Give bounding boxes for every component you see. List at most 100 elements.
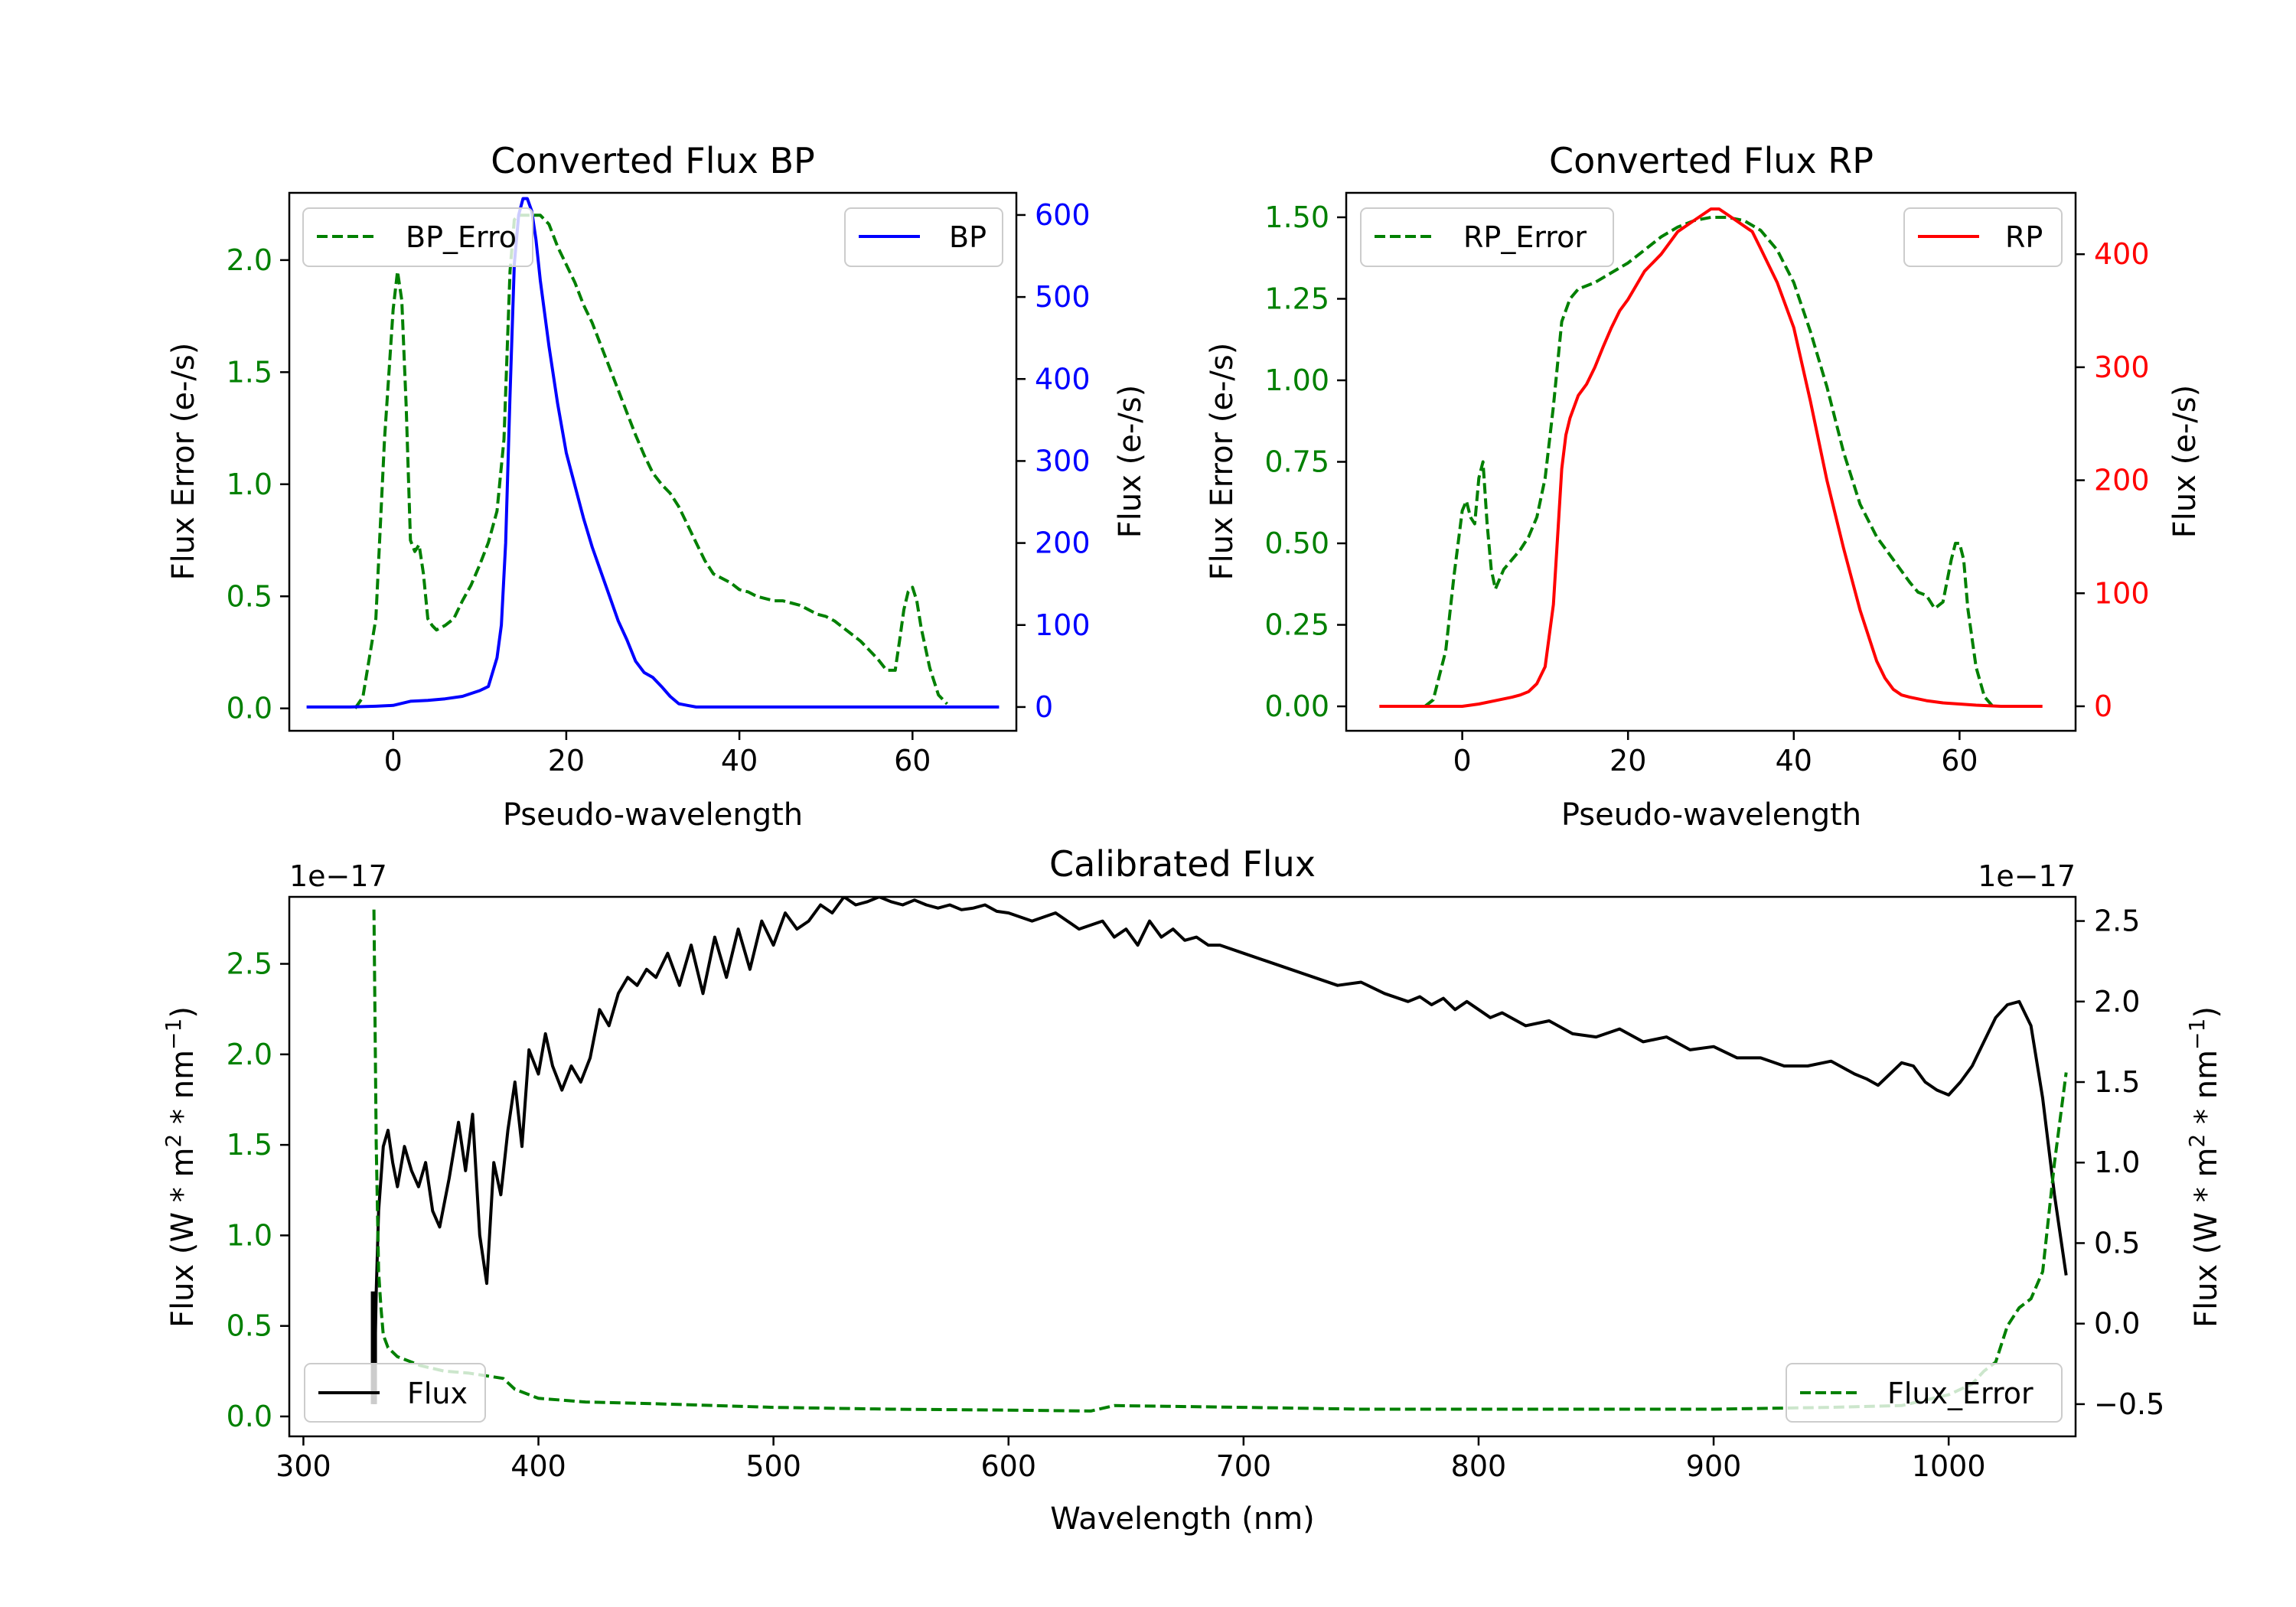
rp-series-rp — [1379, 207, 2043, 708]
rp-tick-layer: 0 20 40 60 0.00 0.25 0.50 0.75 1.00 1.25 1.50 0 100 2… — [1264, 200, 2149, 777]
cal-ytick-left-label: 2.0 — [227, 1038, 272, 1071]
cal-xtick-label: 300 — [276, 1449, 331, 1483]
rp-xlabel: Pseudo-wavelength — [1561, 797, 1861, 833]
rp-legend-left-box — [1360, 207, 1614, 267]
bp-ytick-right-label: 300 — [1035, 444, 1091, 478]
cal-xtick-label: 700 — [1216, 1449, 1272, 1483]
rp-ytick-right-label: 100 — [2094, 576, 2150, 610]
rp-ylabel-right: Flux (e-/s) — [2167, 385, 2203, 538]
cal-ytick-right-label: −0.5 — [2094, 1387, 2164, 1421]
cal-xtick-label: 900 — [1686, 1449, 1742, 1483]
bp-legend-left: BP_Erro — [302, 207, 533, 267]
rp-legend-left: RP_Error — [1360, 207, 1614, 267]
cal-ytick-left-label: 1.5 — [227, 1128, 272, 1162]
calibrated-ylabel-left-sup1: 2 — [161, 1134, 186, 1148]
bp-series-bp-error — [354, 214, 948, 709]
rp-ytick-right-label: 400 — [2094, 237, 2150, 271]
rp-legend-right-label: RP — [2005, 220, 2043, 254]
cal-ytick-right-label: 2.0 — [2094, 985, 2140, 1019]
rp-ytick-left-label: 1.25 — [1264, 282, 1329, 315]
calibrated-axes-frame — [288, 895, 2077, 1438]
bp-ylabel-right: Flux (e-/s) — [1113, 385, 1148, 538]
rp-title: Converted Flux RP — [1549, 140, 1874, 181]
rp-legend-right-box — [1903, 207, 2063, 267]
calibrated-legend-left: Flux — [304, 1363, 486, 1423]
bp-legend-left-box — [302, 207, 533, 267]
calibrated-legend-left-box — [304, 1363, 486, 1423]
bp-ytick-right-label: 200 — [1035, 526, 1091, 560]
bp-ytick-left-label: 1.0 — [227, 468, 272, 501]
calibrated-legend-right-label: Flux_Error — [1887, 1377, 2033, 1410]
calibrated-ylabel-right: Flux (W * m2 * nm−1) — [2184, 1006, 2224, 1328]
bp-xtick-label: 0 — [384, 744, 403, 777]
cal-ytick-right-label: 0.5 — [2094, 1226, 2140, 1260]
cal-series-flux — [372, 897, 2068, 1404]
calibrated-ylabel-left-part3: ) — [165, 1006, 201, 1019]
cal-ytick-left-label: 0.5 — [227, 1309, 272, 1343]
bp-axes-frame — [288, 191, 1018, 732]
calibrated-legend-left-label: Flux — [407, 1377, 468, 1410]
rp-xtick-label: 20 — [1609, 744, 1646, 777]
bp-series-layer — [306, 197, 1000, 709]
rp-ytick-left-label: 0.50 — [1264, 526, 1329, 560]
rp-axes-frame — [1345, 191, 2077, 732]
bp-ytick-right-label: 500 — [1035, 280, 1091, 314]
cal-xtick-label: 600 — [980, 1449, 1036, 1483]
bp-panel: 0 20 40 60 0.0 0.5 1.0 1.5 2.0 0 100 200 300 400 500 60… — [166, 140, 1148, 833]
calibrated-offset-right: 1e−17 — [1978, 859, 2076, 893]
calibrated-ylabel-left-sup2: −1 — [161, 1019, 186, 1050]
cal-ytick-right-label: 0.0 — [2094, 1307, 2140, 1341]
bp-ytick-right-label: 400 — [1035, 362, 1091, 396]
rp-xtick-label: 40 — [1776, 744, 1812, 777]
cal-xtick-label: 400 — [510, 1449, 566, 1483]
bp-xlabel: Pseudo-wavelength — [503, 797, 803, 833]
bp-ytick-left-label: 2.0 — [227, 243, 272, 277]
rp-legend-left-label: RP_Error — [1463, 220, 1587, 254]
bp-ylabel-left: Flux Error (e-/s) — [166, 343, 201, 581]
bp-tick-layer: 0 20 40 60 0.0 0.5 1.0 1.5 2.0 0 100 200 300 400 500 60… — [227, 198, 1091, 777]
cal-ytick-right-label: 2.5 — [2094, 905, 2140, 938]
bp-ytick-left-label: 0.5 — [227, 579, 272, 613]
rp-xtick-label: 60 — [1941, 744, 1978, 777]
calibrated-title: Calibrated Flux — [1049, 843, 1316, 885]
calibrated-ylabel-right-part2: * nm — [2189, 1050, 2224, 1134]
calibrated-ylabel-left-part2: * nm — [165, 1050, 201, 1134]
bp-xtick-label: 40 — [721, 744, 758, 777]
bp-xtick-label: 60 — [894, 744, 931, 777]
rp-ytick-right-label: 300 — [2094, 350, 2150, 384]
rp-ytick-right-label: 200 — [2094, 464, 2150, 497]
rp-ylabel-left: Flux Error (e-/s) — [1205, 343, 1240, 581]
rp-ytick-left-label: 0.25 — [1264, 608, 1329, 642]
calibrated-ylabel-right-part3: ) — [2189, 1006, 2224, 1019]
bp-legend-right-label: BP — [949, 220, 987, 254]
rp-ytick-right-label: 0 — [2094, 689, 2112, 723]
bp-legend-left-label: BP_Erro — [406, 220, 517, 254]
cal-xtick-label: 800 — [1451, 1449, 1507, 1483]
cal-xtick-label: 1000 — [1912, 1449, 1986, 1483]
calibrated-panel: 300 400 500 600 700 800 900 1000 0.0 0.5 1.0 1.5 2.0… — [161, 843, 2224, 1537]
rp-ytick-left-label: 0.75 — [1264, 445, 1329, 479]
bp-legend-right: BP — [844, 207, 1003, 267]
cal-ytick-left-label: 2.5 — [227, 947, 272, 981]
calibrated-legend-right: Flux_Error — [1786, 1363, 2063, 1423]
bp-legend-right-box — [844, 207, 1003, 267]
calibrated-legend-right-box — [1786, 1363, 2063, 1423]
bp-xtick-label: 20 — [548, 744, 585, 777]
bp-ytick-right-label: 100 — [1035, 608, 1091, 642]
rp-ytick-left-label: 0.00 — [1264, 689, 1329, 723]
rp-ytick-left-label: 1.50 — [1264, 200, 1329, 234]
calibrated-ylabel-left-part1: Flux (W * m — [165, 1148, 201, 1328]
rp-legend-right: RP — [1903, 207, 2063, 267]
rp-series-rp-error — [1424, 216, 1994, 708]
cal-ytick-left-label: 1.0 — [227, 1218, 272, 1252]
calibrated-tick-layer: 300 400 500 600 700 800 900 1000 0.0 0.5 1.0 1.5 2.0… — [227, 905, 2165, 1483]
calibrated-ylabel-left: Flux (W * m2 * nm−1) — [161, 1006, 201, 1328]
bp-ytick-right-label: 600 — [1035, 198, 1091, 232]
bp-series-bp — [306, 197, 1000, 709]
cal-ytick-left-label: 0.0 — [227, 1400, 272, 1433]
cal-ytick-right-label: 1.5 — [2094, 1065, 2140, 1099]
bp-ytick-right-label: 0 — [1035, 690, 1053, 724]
rp-panel: 0 20 40 60 0.00 0.25 0.50 0.75 1.00 1.25 1.50 0 100 2… — [1205, 140, 2203, 833]
calibrated-ylabel-right-sup2: −1 — [2184, 1019, 2210, 1050]
